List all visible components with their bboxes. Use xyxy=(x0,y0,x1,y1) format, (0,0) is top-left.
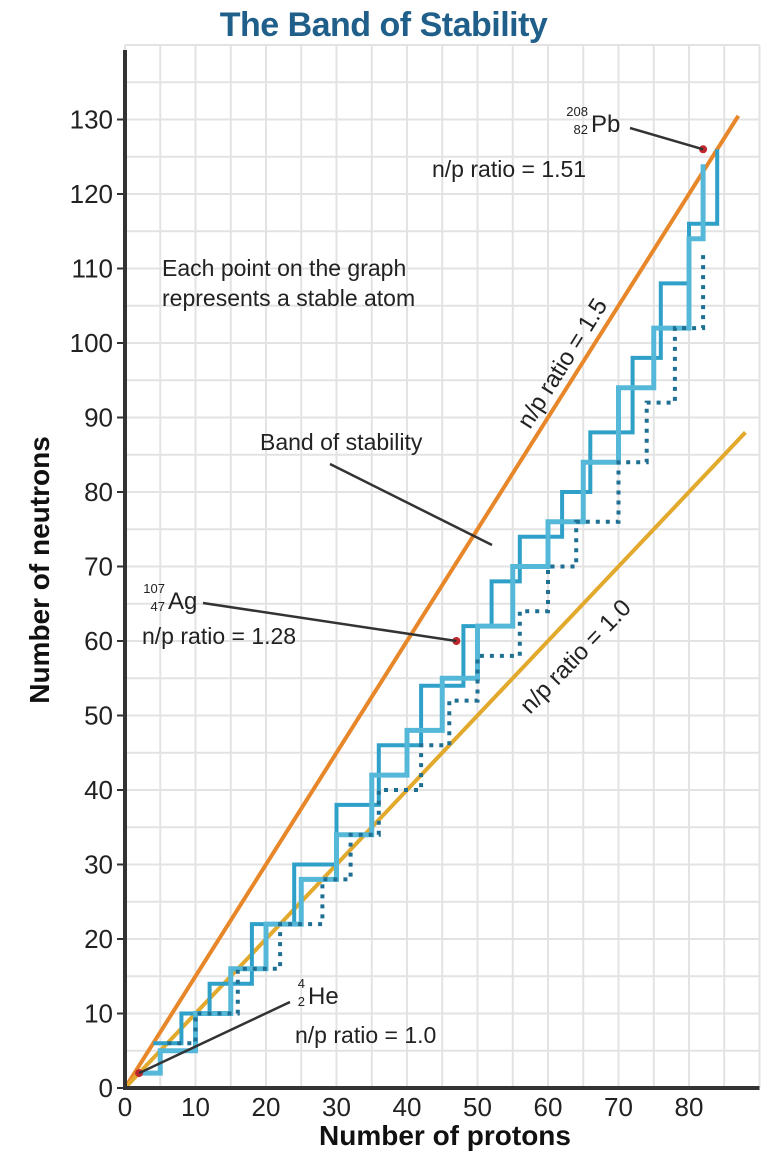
band-inner-points xyxy=(167,253,706,1046)
y-tick-label: 60 xyxy=(84,626,113,656)
y-tick-label: 30 xyxy=(84,850,113,880)
y-tick-label: 70 xyxy=(84,552,113,582)
element-symbol: Ag xyxy=(168,588,197,615)
element-symbol: Pb xyxy=(591,111,620,138)
band-label: Band of stability xyxy=(260,429,423,455)
x-tick-label: 20 xyxy=(252,1092,281,1122)
chart-title: The Band of Stability xyxy=(219,6,548,44)
y-tick-label: 100 xyxy=(70,328,113,358)
y-tick-label: 20 xyxy=(84,924,113,954)
ratio-line xyxy=(123,114,741,1090)
x-tick-label: 80 xyxy=(675,1092,704,1122)
atomic-number: 82 xyxy=(574,122,588,137)
element-symbol: He xyxy=(308,983,339,1010)
x-tick-label: 30 xyxy=(322,1092,351,1122)
mass-number: 107 xyxy=(143,581,165,596)
y-tick-label: 130 xyxy=(70,105,113,135)
y-tick-label: 120 xyxy=(70,179,113,209)
y-tick-label: 110 xyxy=(72,254,113,284)
mass-number: 208 xyxy=(566,104,588,119)
y-tick-label: 0 xyxy=(99,1073,113,1103)
x-tick-label: 50 xyxy=(463,1092,492,1122)
band-center-points xyxy=(139,164,706,1076)
axes xyxy=(123,50,760,1090)
y-tick-label: 10 xyxy=(84,999,113,1029)
pointer-line xyxy=(138,1000,291,1075)
stability-band xyxy=(135,145,720,1078)
y-tick-label: 40 xyxy=(84,775,113,805)
pointer-line xyxy=(629,126,704,151)
mass-number: 4 xyxy=(298,976,305,991)
isotope-label-he: 4 2 He n/p ratio = 1.0 xyxy=(138,976,436,1075)
x-tick-label: 40 xyxy=(393,1092,422,1122)
annotation-text: Each point on the graph xyxy=(162,255,406,281)
y-tick-label: 90 xyxy=(84,403,113,433)
annotation-text: represents a stable atom xyxy=(162,285,415,311)
ratio-text: n/p ratio = 1.51 xyxy=(432,156,586,182)
atomic-number: 2 xyxy=(298,994,305,1009)
ratio-text: n/p ratio = 1.0 xyxy=(295,1022,436,1048)
tick-labels: 0 10 20 30 40 50 60 70 80 90 100 110 120 130 0 10 20 30 40… xyxy=(70,105,704,1123)
x-axis-label: Number of protons xyxy=(319,1120,571,1151)
isotope-label-pb: 208 82 Pbn/p ratio = 1.51 xyxy=(432,104,704,182)
x-tick-label: 10 xyxy=(181,1092,210,1122)
pointer-line xyxy=(202,601,457,643)
y-tick-label: 80 xyxy=(84,477,113,507)
x-tick-label: 70 xyxy=(604,1092,633,1122)
y-tick-label: 50 xyxy=(84,701,113,731)
y-axis-label: Number of neutrons xyxy=(24,436,55,704)
isotope-label-ag: 107 47 Ag n/p ratio = 1.28 xyxy=(142,581,457,649)
pointer-line xyxy=(329,462,493,547)
x-tick-label: 60 xyxy=(534,1092,563,1122)
x-tick-label: 0 xyxy=(118,1092,132,1122)
ratio-text: n/p ratio = 1.28 xyxy=(142,623,296,649)
atomic-number: 47 xyxy=(151,599,165,614)
